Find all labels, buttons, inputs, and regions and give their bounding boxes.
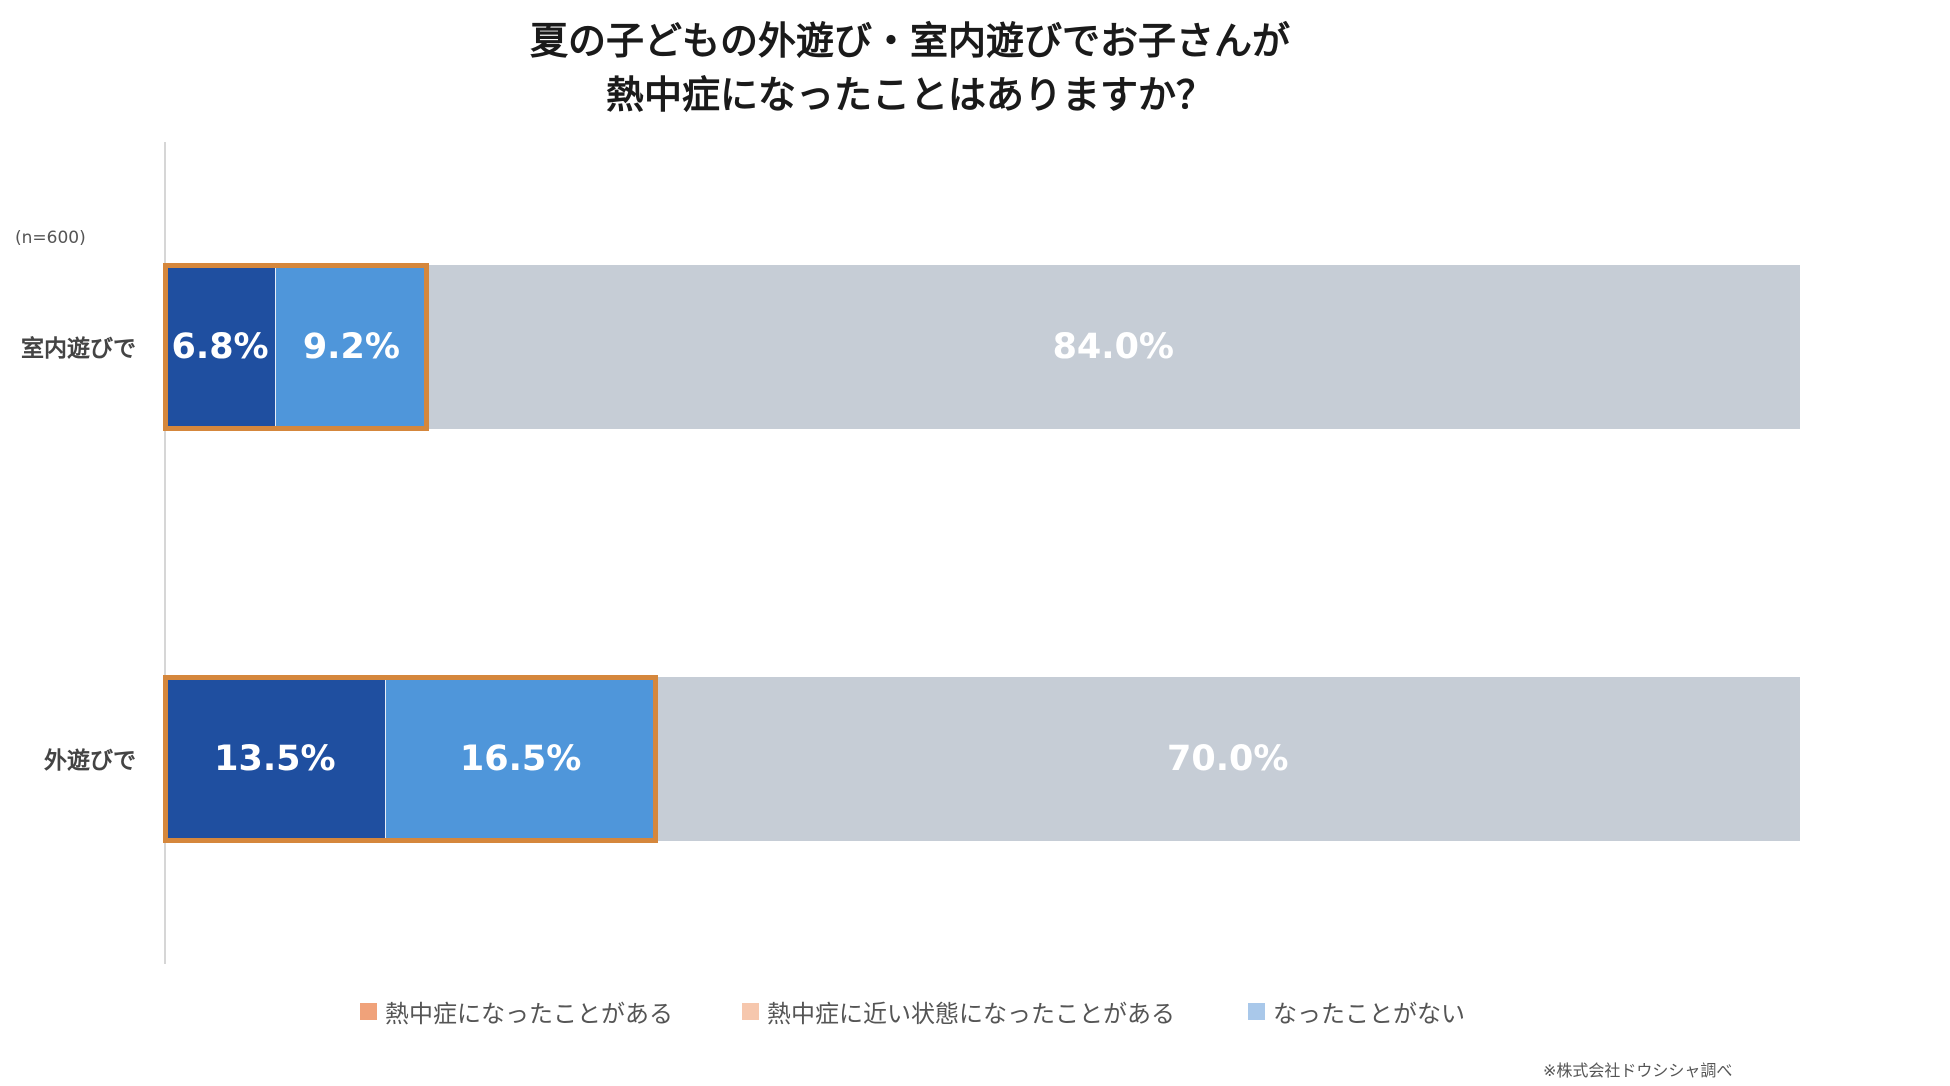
- legend: 熱中症になったことがある 熱中症に近い状態になったことがある なったことがない: [0, 994, 1950, 1028]
- data-label-indoor-heatstroke: 6.8%: [171, 327, 269, 367]
- data-label-outdoor-never: 70.0%: [1167, 739, 1289, 779]
- data-label-indoor-never: 84.0%: [1052, 327, 1174, 367]
- bar-row-indoor: 6.8% 9.2% 84.0%: [163, 263, 1800, 431]
- bar-segment-outdoor-never: 70.0%: [655, 677, 1800, 841]
- legend-label-never: なったことがない: [1273, 1000, 1465, 1028]
- legend-swatch-never: [1248, 1003, 1265, 1020]
- data-label-outdoor-heatstroke: 13.5%: [214, 739, 336, 779]
- data-label-indoor-near-heatstroke: 9.2%: [302, 327, 400, 367]
- chart-title-line-2: 熱中症になったことはありますか？: [605, 73, 1214, 117]
- legend-swatch-near-heatstroke: [742, 1003, 759, 1020]
- bar-row-outdoor: 13.5% 16.5% 70.0%: [163, 675, 1800, 843]
- bar-segment-outdoor-near-heatstroke: 16.5%: [385, 677, 656, 841]
- chart-title: 夏の子どもの外遊び・室内遊びでお子さんが 熱中症になったことはありますか？: [0, 14, 1820, 122]
- bar-segment-indoor-never: 84.0%: [426, 265, 1800, 429]
- source-note: ※株式会社ドウシシャ調べ: [1543, 1061, 1733, 1080]
- sample-size-note: (n=600): [15, 228, 86, 248]
- legend-label-near-heatstroke: 熱中症に近い状態になったことがある: [767, 1000, 1175, 1028]
- legend-label-heatstroke: 熱中症になったことがある: [385, 1000, 673, 1028]
- legend-item-heatstroke: 熱中症になったことがある: [360, 994, 673, 1029]
- bar-segment-indoor-heatstroke: 6.8%: [165, 265, 277, 429]
- data-label-outdoor-near-heatstroke: 16.5%: [459, 739, 582, 779]
- legend-item-near-heatstroke: 熱中症に近い状態になったことがある: [742, 994, 1175, 1029]
- legend-swatch-heatstroke: [360, 1003, 377, 1020]
- category-label-indoor: 室内遊びで: [21, 336, 136, 362]
- legend-item-never: なったことがない: [1248, 994, 1465, 1029]
- bar-segment-outdoor-heatstroke: 13.5%: [165, 677, 386, 841]
- category-label-outdoor: 外遊びで: [44, 748, 136, 774]
- bar-segment-indoor-near-heatstroke: 9.2%: [276, 265, 427, 429]
- category-axis-line: [164, 142, 166, 964]
- chart-title-line-1: 夏の子どもの外遊び・室内遊びでお子さんが: [529, 19, 1290, 63]
